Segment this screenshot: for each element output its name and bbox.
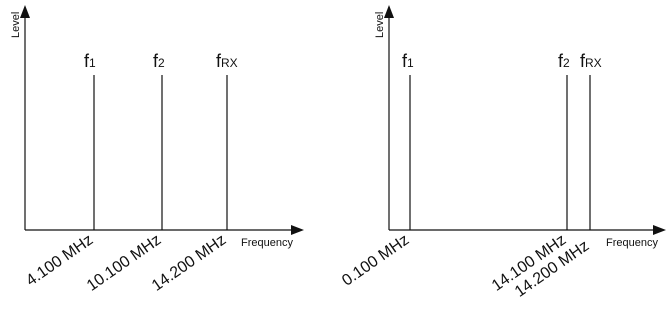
left-spectrum-diagram: Level Frequency f1 f2 fRX 4.100 MHz 10.1… <box>10 5 304 295</box>
right-y-axis-arrow <box>384 5 394 18</box>
right-x-axis-arrow <box>653 225 666 235</box>
right-spectrum-diagram: Level Frequency f1 f2 fRX 0.100 MHz 14.1… <box>339 5 666 301</box>
right-x-axis-label: Frequency <box>606 237 658 249</box>
left-x-axis-label: Frequency <box>241 237 293 249</box>
left-signal-f1-label: f1 <box>84 51 96 71</box>
right-signal-f2-label: f2 <box>558 51 570 71</box>
right-tick-label-1: 0.100 MHz <box>339 231 412 289</box>
left-y-axis-label: Level <box>10 12 22 38</box>
right-y-axis-label: Level <box>374 12 386 38</box>
left-signal-f2-label: f2 <box>153 51 165 71</box>
right-signal-frx-label: fRX <box>580 51 602 71</box>
left-signal-frx-label: fRX <box>216 51 238 71</box>
right-signal-f1-label: f1 <box>402 51 414 71</box>
left-x-axis-arrow <box>291 225 304 235</box>
left-y-axis-arrow <box>20 5 30 18</box>
